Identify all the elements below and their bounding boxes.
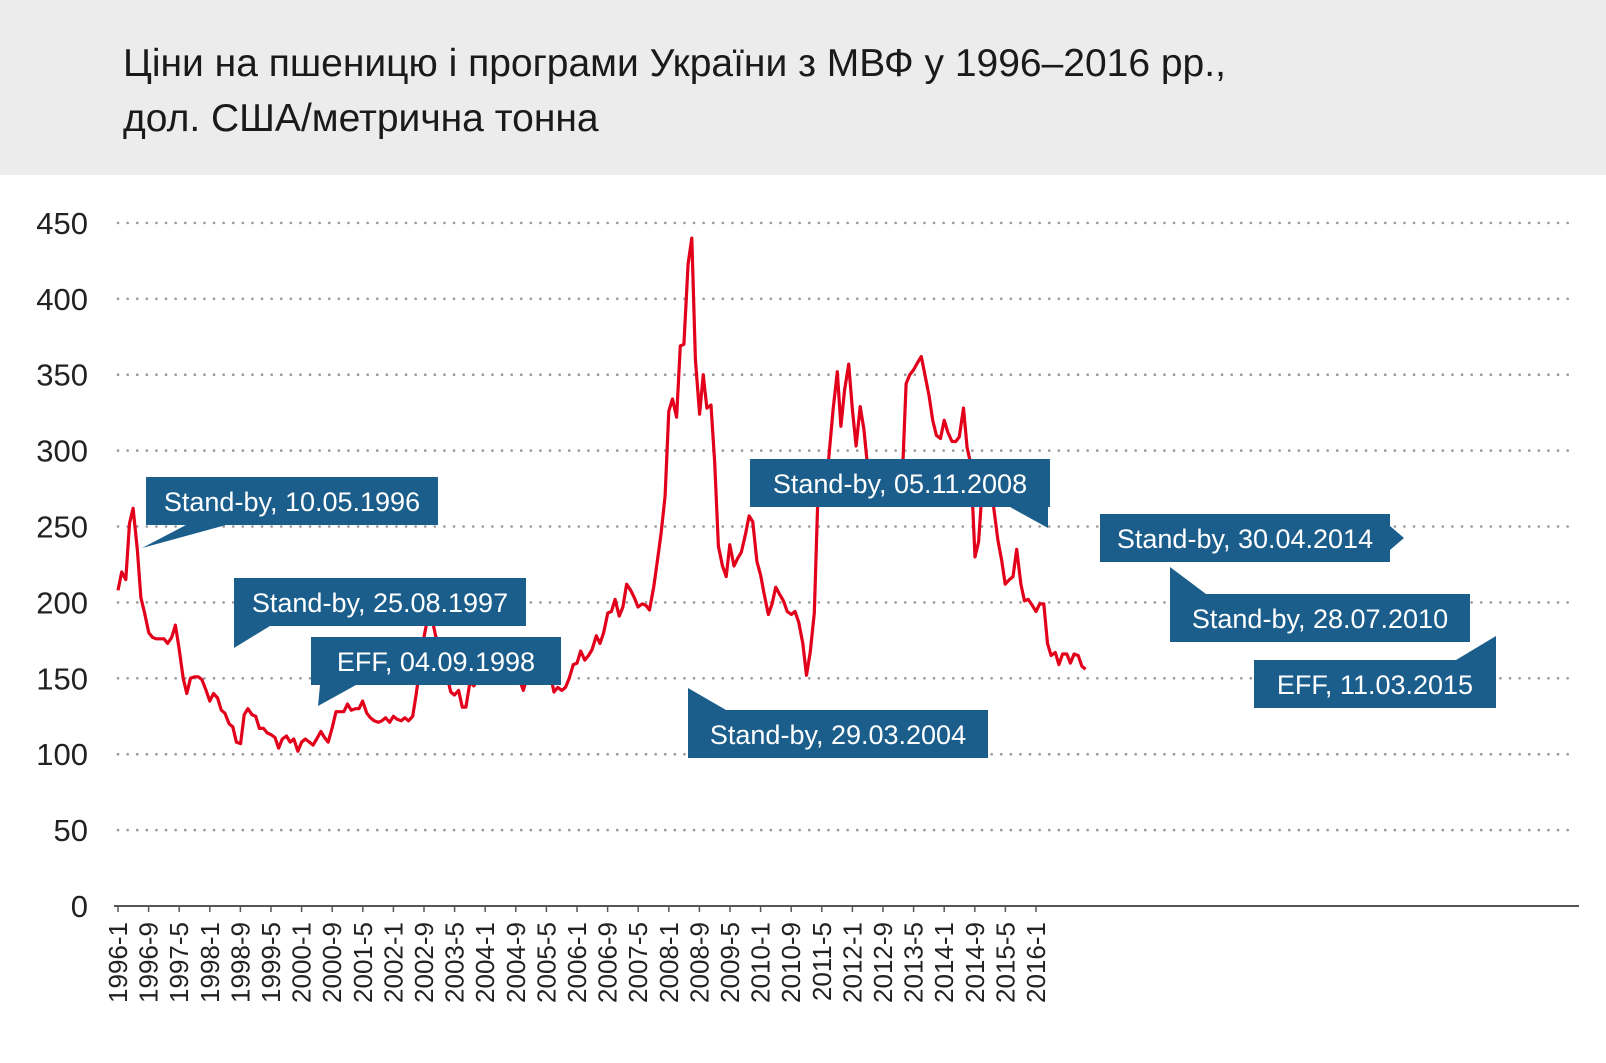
x-axis-labels: 1996-1 1996-9 1997-5 1998-1 1998-9 1999-5 2000… — [103, 906, 1051, 1003]
annotation-callout: Stand-by, 05.11.2008 — [750, 459, 1050, 528]
callout-label: Stand-by, 29.03.2004 — [710, 720, 966, 750]
x-tick-label: 2013-5 — [899, 922, 929, 1003]
x-tick-label: 1999-5 — [256, 922, 286, 1003]
x-tick-label: 2012-9 — [868, 922, 898, 1003]
x-tick-label: 2012-1 — [837, 922, 867, 1003]
x-tick-label: 2016-1 — [1021, 922, 1051, 1003]
y-tick-label: 200 — [36, 585, 88, 620]
x-tick-label: 2000-1 — [287, 922, 317, 1003]
annotation-callout: Stand-by, 29.03.2004 — [688, 688, 988, 758]
callout-box — [1100, 514, 1390, 562]
y-tick-label: 450 — [36, 206, 88, 241]
chart-title: Ціни на пшеницю і програми України з МВФ… — [123, 42, 1226, 85]
chart-header: Ціни на пшеницю і програми України з МВФ… — [0, 0, 1606, 175]
callout-label: EFF, 11.03.2015 — [1277, 670, 1473, 700]
y-tick-label: 50 — [54, 813, 88, 848]
y-tick-label: 150 — [36, 661, 88, 696]
x-tick-label: 2008-9 — [684, 922, 714, 1003]
x-tick-label: 2004-1 — [470, 922, 500, 1003]
x-tick-label: 1998-1 — [195, 922, 225, 1003]
callout-box — [234, 578, 526, 626]
wheat-price-line — [116, 236, 1087, 753]
x-tick-label: 2010-1 — [746, 922, 776, 1003]
y-tick-label: 250 — [36, 510, 88, 545]
x-tick-label: 2006-1 — [562, 922, 592, 1003]
callout-pointer — [318, 685, 356, 706]
annotation-callout: Stand-by, 28.07.2010 — [1170, 567, 1470, 642]
x-tick-label: 2006-9 — [593, 922, 623, 1003]
callout-box — [1170, 594, 1470, 642]
callout-box — [750, 459, 1050, 507]
x-tick-label: 2004-9 — [501, 922, 531, 1003]
y-tick-label: 0 — [71, 889, 88, 924]
callout-box — [146, 477, 438, 525]
x-tick-label: 1996-9 — [134, 922, 164, 1003]
x-tick-label: 2011-5 — [807, 922, 837, 1001]
callout-pointer — [142, 525, 226, 548]
callout-label: Stand-by, 05.11.2008 — [773, 469, 1027, 499]
y-tick-label: 100 — [36, 737, 88, 772]
x-tick-label: 2014-9 — [960, 922, 990, 1003]
y-tick-label: 400 — [36, 282, 88, 317]
x-tick-label: 2002-1 — [378, 922, 408, 1003]
annotation-callout: Stand-by, 25.08.1997 — [234, 578, 526, 648]
x-tick-label: 2014-1 — [929, 922, 959, 1003]
x-tick-label: 2005-5 — [531, 922, 561, 1003]
x-tick-label: 1998-9 — [225, 922, 255, 1003]
callout-label: Stand-by, 10.05.1996 — [164, 487, 420, 517]
callout-box — [688, 710, 988, 758]
x-tick-label: 2002-9 — [409, 922, 439, 1003]
x-tick-label: 2009-5 — [715, 922, 745, 1003]
x-tick-label: 2003-5 — [440, 922, 470, 1003]
imf-program-annotations: Stand-by, 10.05.1996 Stand-by, 25.08.1997… — [142, 459, 1496, 758]
x-tick-label: 1997-5 — [164, 922, 194, 1003]
callout-box — [311, 637, 561, 685]
callout-label: Stand-by, 30.04.2014 — [1117, 524, 1373, 554]
x-tick-label: 2007-5 — [623, 922, 653, 1003]
annotation-callout: Stand-by, 10.05.1996 — [142, 477, 438, 548]
x-tick-label: 2010-9 — [776, 922, 806, 1003]
x-tick-label: 2001-5 — [348, 922, 378, 1003]
callout-box — [1254, 660, 1496, 708]
callout-label: Stand-by, 28.07.2010 — [1192, 604, 1448, 634]
annotation-callout: Stand-by, 30.04.2014 — [1100, 514, 1404, 562]
callout-label: EFF, 04.09.1998 — [337, 647, 535, 677]
callout-pointer — [1010, 507, 1048, 528]
y-axis-labels: 0 50 100 150 200 250 300 350 400 450 — [36, 206, 88, 924]
x-tick-label: 2008-1 — [654, 922, 684, 1003]
chart-subtitle: дол. США/метрична тонна — [123, 97, 599, 140]
callout-pointer — [1456, 636, 1496, 660]
callout-pointer — [1390, 526, 1404, 550]
callout-pointer — [688, 688, 726, 710]
callout-label: Stand-by, 25.08.1997 — [252, 588, 508, 618]
y-tick-label: 300 — [36, 434, 88, 469]
y-tick-label: 350 — [36, 358, 88, 393]
annotation-callout: EFF, 04.09.1998 — [311, 637, 561, 706]
x-tick-label: 2015-5 — [990, 922, 1020, 1003]
annotation-callout: EFF, 11.03.2015 — [1254, 636, 1496, 708]
callout-pointer — [1170, 567, 1206, 594]
x-tick-label: 2000-9 — [317, 922, 347, 1003]
x-tick-label: 1996-1 — [103, 922, 133, 1003]
